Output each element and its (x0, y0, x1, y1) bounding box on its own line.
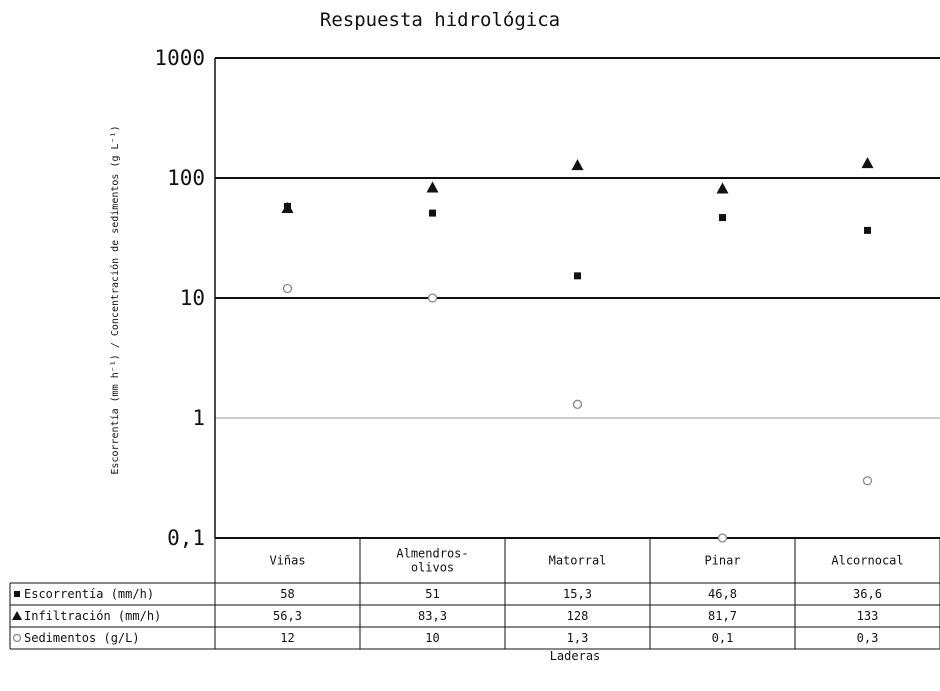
table-cell: 81,7 (708, 609, 737, 623)
escorrentia-point (574, 272, 581, 280)
y-tick-label: 0,1 (167, 526, 205, 550)
table-cell: 133 (857, 609, 879, 623)
table-cell: 46,8 (708, 587, 737, 601)
table-cell: 1,3 (567, 631, 589, 645)
x-axis-label: Laderas (550, 649, 601, 663)
sedimentos-point (427, 293, 438, 303)
y-tick-label: 1000 (154, 46, 205, 70)
table-cell: 0,3 (857, 631, 879, 645)
category-label: Almendros- (396, 547, 468, 561)
y-tick-label: 100 (167, 166, 205, 190)
data-table: Viñas Almendros-olivos Matorral Pinar Alcorn… (9, 538, 940, 650)
infiltracion-point (281, 201, 294, 213)
table-cell: 12 (280, 631, 294, 645)
table-cell: 83,3 (418, 609, 447, 623)
table-cell: 0,1 (712, 631, 734, 645)
infiltracion-point (426, 181, 439, 193)
y-tick-label: 1 (192, 406, 205, 430)
legend-label: Escorrentía (mm/h) (24, 587, 154, 601)
y-axis-label: Escorrentía (mm h⁻¹) / Concentración de … (109, 125, 121, 474)
infiltracion-point (861, 157, 874, 169)
category-label: olivos (411, 561, 454, 575)
table-cell: 10 (425, 631, 439, 645)
y-tick-label: 10 (180, 286, 205, 310)
escorrentia-point (719, 214, 726, 222)
legend-label: Infiltración (mm/h) (24, 609, 161, 623)
category-label: Alcornocal (831, 554, 903, 568)
chart-title: Respuesta hidrológica (320, 9, 560, 31)
category-label: Matorral (549, 554, 607, 568)
table-cell: 56,3 (273, 609, 302, 623)
escorrentia-point (864, 226, 871, 234)
table-cell: 128 (567, 609, 589, 623)
plot-area: 1000 100 10 1 0,1 (154, 46, 940, 550)
sedimentos-point (282, 283, 293, 294)
legend-label: Sedimentos (g/L) (24, 631, 140, 645)
sedimentos-point (717, 533, 728, 543)
legend-square-icon (14, 591, 20, 597)
legend-circle-icon (12, 633, 22, 643)
sedimentos-point (862, 476, 873, 486)
infiltracion-point (716, 182, 729, 194)
infiltracion-point (571, 159, 584, 171)
category-label: Pinar (704, 554, 740, 568)
escorrentia-point (429, 209, 436, 217)
category-label: Viñas (269, 554, 305, 568)
table-cell: 15,3 (563, 587, 592, 601)
table-cell: 36,6 (853, 587, 882, 601)
table-cell: 58 (280, 587, 294, 601)
table-cell: 51 (425, 587, 439, 601)
sedimentos-point (572, 399, 583, 409)
legend-triangle-icon (12, 611, 22, 620)
